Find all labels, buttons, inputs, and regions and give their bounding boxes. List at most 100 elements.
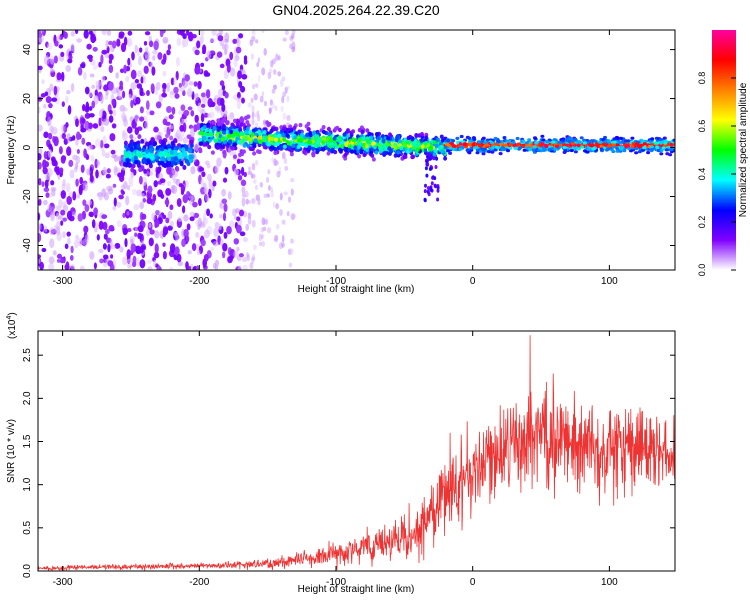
spectrogram-cell <box>146 197 153 205</box>
spectrogram-cell <box>541 138 546 142</box>
spectrogram-cell <box>265 176 270 184</box>
spectrogram-cell <box>54 40 59 47</box>
spectrogram-cell <box>148 171 154 176</box>
colorbar-tick-label: 0.6 <box>697 120 707 133</box>
spectrogram-cell <box>152 55 156 61</box>
spectrogram-cell <box>135 96 141 105</box>
spectrogram-cell <box>154 243 159 254</box>
spectrogram-cell <box>289 248 294 255</box>
spectrogram-cell <box>275 53 279 61</box>
spectrogram-cell <box>158 151 163 157</box>
spectrogram-cell <box>71 135 76 141</box>
spectrogram-cell <box>624 145 629 149</box>
spectrogram-cell <box>353 145 358 150</box>
spectrogram-cell <box>179 87 185 92</box>
spectrogram-cell <box>241 97 245 104</box>
spectrogram-cell <box>288 262 293 268</box>
spectrogram-cell <box>70 42 75 52</box>
spectrogram-cell <box>167 160 172 166</box>
spectrogram-cell <box>277 133 282 138</box>
spectrogram-cell <box>143 168 148 174</box>
spectrogram-cell <box>56 258 61 263</box>
spectrogram-cell <box>149 229 155 235</box>
spectrogram-cell <box>70 31 75 37</box>
spectrogram-cell <box>202 135 207 141</box>
spectrogram-cell <box>49 238 55 249</box>
spectrogram-cell <box>396 150 401 155</box>
spectrogram-cell <box>635 142 640 146</box>
spectrogram-cell <box>173 86 179 94</box>
spectrogram-cell <box>599 147 604 151</box>
spectrogram-cell <box>234 128 239 133</box>
spectrogram-x-axis: -300 -200 -100 0 100 <box>53 30 618 287</box>
spectrogram-cell <box>252 151 257 156</box>
y-tick-label: 2.5 <box>22 348 33 362</box>
spectrogram-cell <box>296 138 301 143</box>
spectrogram-cell <box>107 260 114 267</box>
spectrogram-cell <box>374 150 379 155</box>
spectrogram-cell <box>55 220 61 231</box>
spectrogram-cell <box>420 132 424 137</box>
spectrogram-cell <box>238 152 243 157</box>
spectrogram-cell <box>188 195 195 201</box>
spectrogram-cell <box>321 125 326 130</box>
spectrogram-cell <box>39 261 44 270</box>
spectrogram-cell <box>105 39 109 49</box>
spectrogram-cell <box>213 138 218 144</box>
spectrogram-cell <box>50 125 54 135</box>
spectrogram-cell <box>569 148 574 153</box>
spectrogram-cell <box>89 166 94 177</box>
spectrogram-cell <box>98 248 104 254</box>
spectrogram-cell <box>382 144 387 149</box>
spectrogram-cell <box>265 120 270 125</box>
spectrogram-cell <box>327 131 332 137</box>
spectrogram-cell <box>228 139 233 144</box>
spectrogram-cell <box>103 192 109 201</box>
y-tick-label: 40 <box>22 44 33 56</box>
spectrogram-cell <box>102 166 107 176</box>
spectrogram-cell <box>120 184 126 190</box>
spectrogram-cell <box>174 145 179 151</box>
spectrogram-cell <box>274 137 279 142</box>
spectrogram-cell <box>104 152 110 159</box>
spectrogram-cell <box>147 266 153 270</box>
spectrogram-cell <box>48 263 55 270</box>
spectrogram-cell <box>107 81 114 91</box>
spectrogram-cell <box>423 189 427 194</box>
colorbar-ticks: 0.0 0.2 0.4 0.6 0.8 <box>697 72 736 276</box>
spectrogram-cell <box>220 137 225 142</box>
spectrogram-cell <box>183 152 188 157</box>
spectrogram-cell <box>250 97 254 104</box>
spectrogram-cell <box>208 128 213 133</box>
spectrogram-cell <box>257 129 261 134</box>
spectrogram-cell <box>241 186 246 194</box>
spectrogram-cell <box>207 138 212 143</box>
spectrogram-cell <box>218 133 223 139</box>
spectrogram-cell <box>121 90 126 99</box>
spectrogram-cell <box>248 137 253 142</box>
spectrogram-cell <box>334 126 338 131</box>
spectrogram-cell <box>197 217 202 228</box>
spectrogram-cell <box>554 144 559 148</box>
spectrogram-cell <box>169 220 174 227</box>
figure-title: GN04.2025.264.22.39.C20 <box>272 2 440 18</box>
spectrogram-cell <box>164 199 170 206</box>
spectrogram-cell <box>589 144 594 148</box>
spectrogram-cell <box>662 136 667 140</box>
spectrogram-cell <box>67 58 73 64</box>
spectrogram-cell <box>160 193 165 199</box>
spectrogram-cell <box>282 137 287 142</box>
spectrogram-cell <box>305 132 310 138</box>
spectrogram-cell <box>282 126 287 131</box>
spectrogram-cell <box>98 61 102 68</box>
spectrogram-cell <box>490 150 495 154</box>
spectrogram-cell <box>79 176 84 185</box>
spectrogram-cell <box>171 106 176 115</box>
spectrogram-cell <box>52 250 57 256</box>
spectrogram-cell <box>58 146 63 155</box>
spectrogram-frame <box>37 29 676 271</box>
spectrogram-cell <box>669 148 674 152</box>
spectrogram-cell <box>207 97 213 108</box>
spectrogram-cell <box>157 160 162 166</box>
